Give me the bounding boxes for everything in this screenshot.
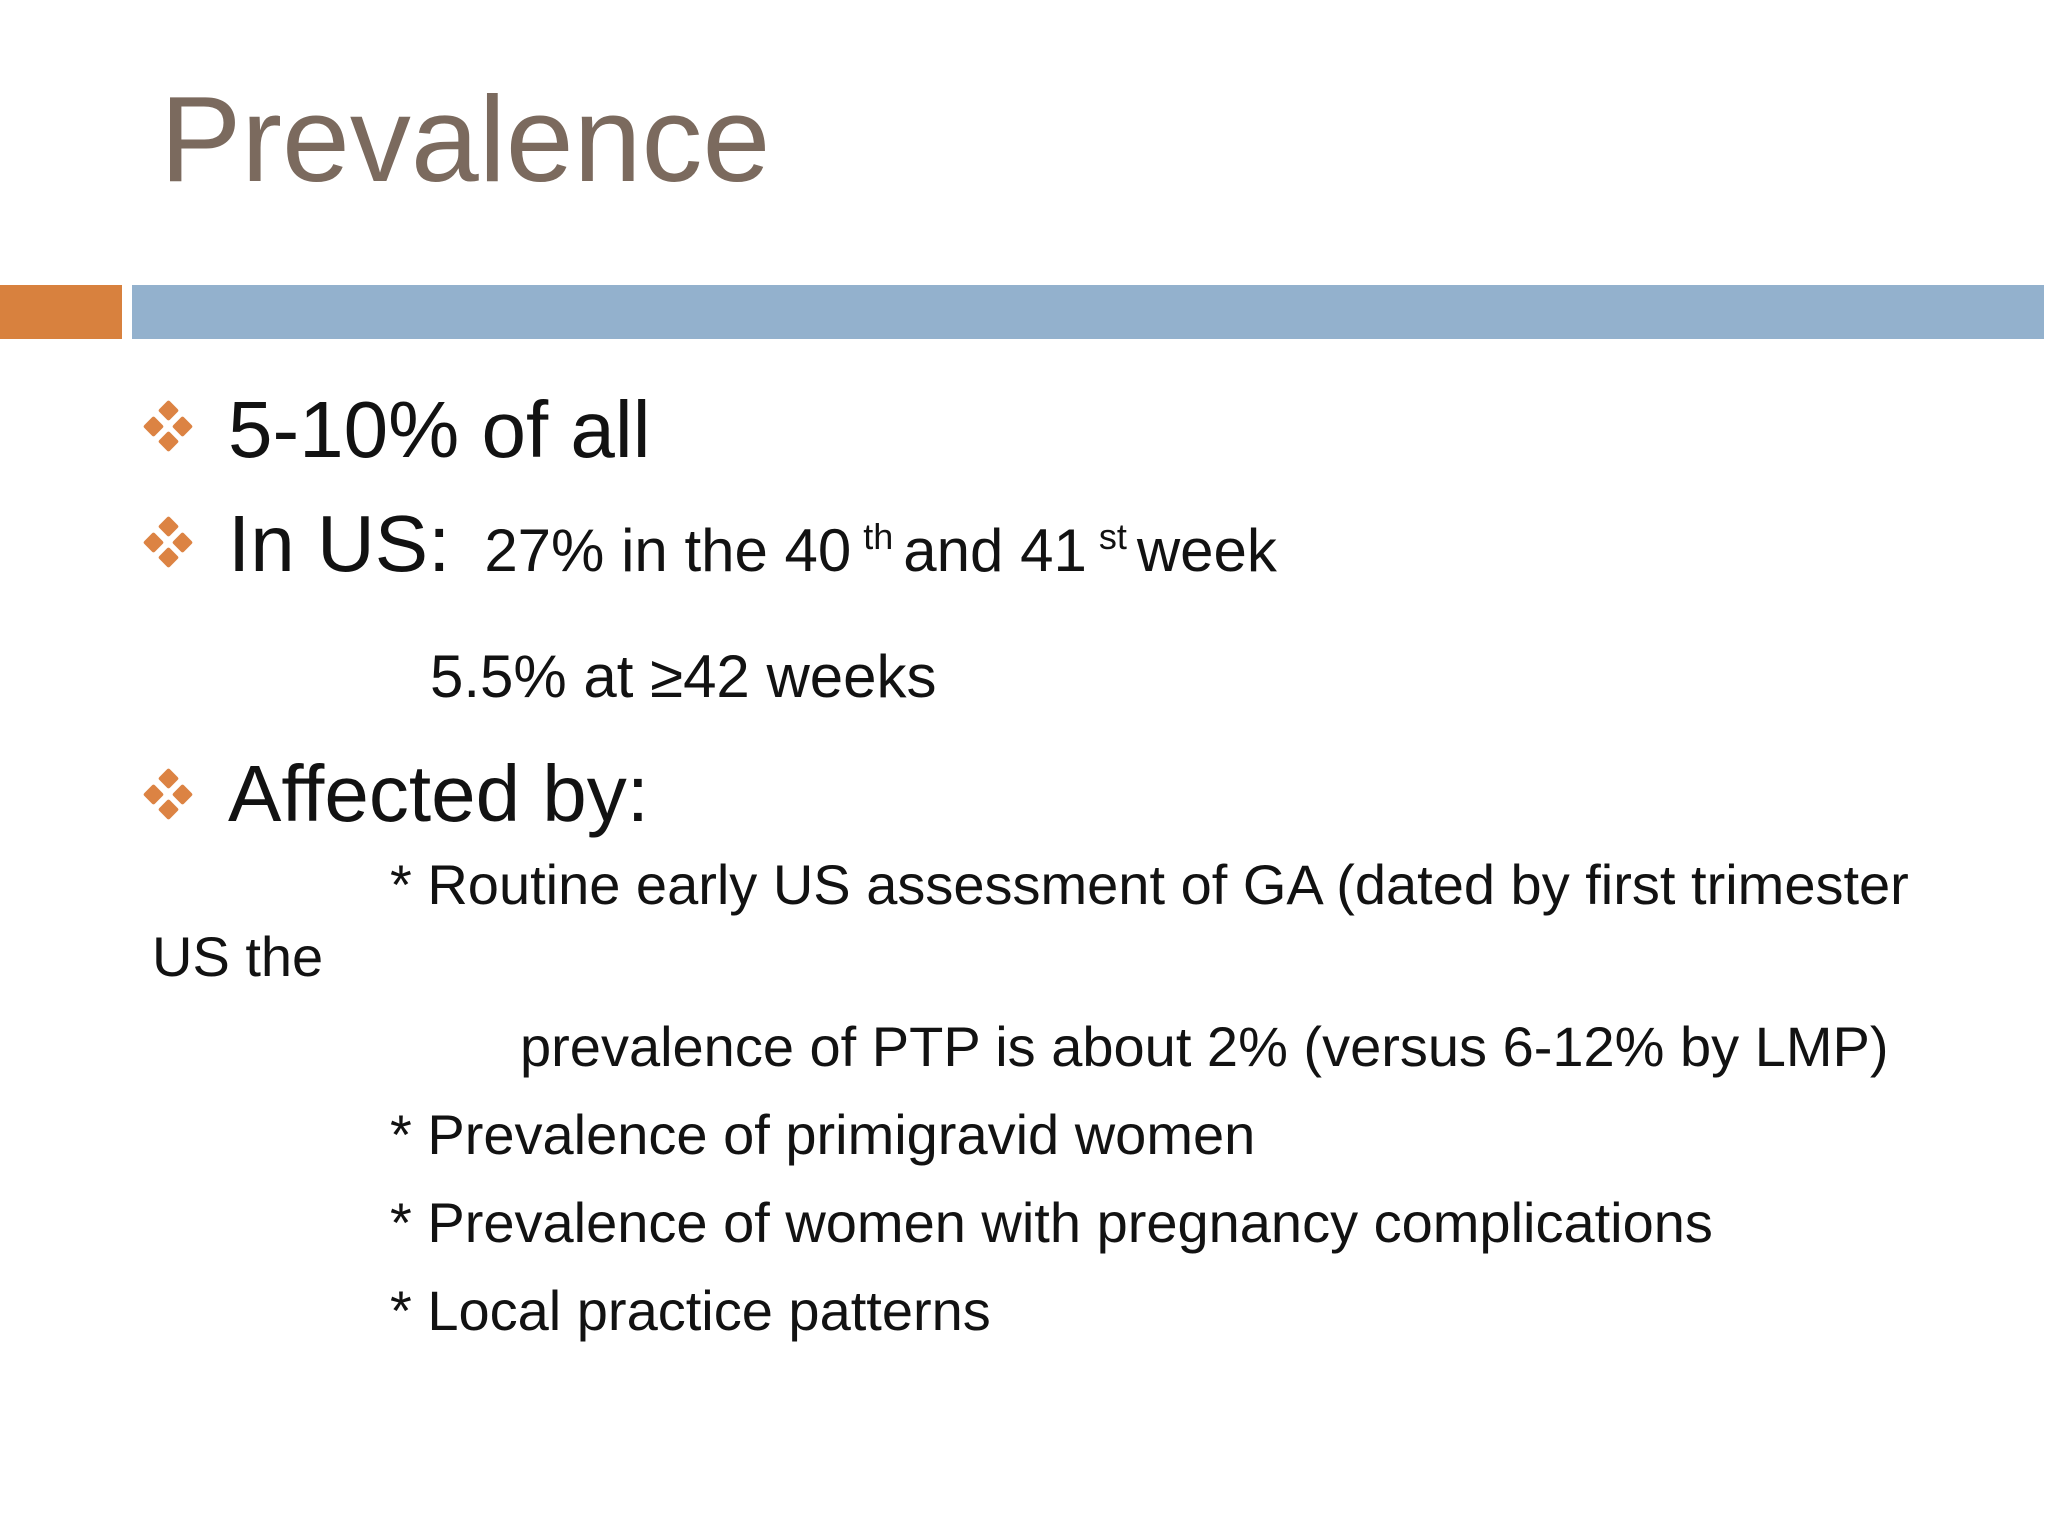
ordinal-th: th [863,516,894,557]
detail-seg3: week [1136,517,1277,584]
diamond-bullet-icon [142,767,194,821]
bullet-item-in-us: In US: 27% in the 40 th and 41 st week [228,502,1277,586]
subline-local-practice: * Local practice patterns [390,1279,991,1342]
detail-seg2: and 41 [903,517,1087,584]
bullet-item-prevalence-rate: 5-10% of all [228,385,651,474]
diamond-bullet-icon [142,399,194,453]
subline-us-the: US the [152,925,324,988]
subline-pregnancy-complications: * Prevalence of women with pregnancy com… [390,1191,1713,1254]
bullet-item-affected-by: Affected by: [228,749,650,838]
line-42-weeks: 5.5% at ≥42 weeks [430,643,937,710]
in-us-label: In US: [228,499,451,588]
subline-routine-us-assessment: * Routine early US assessment of GA (dat… [390,853,1909,916]
subline-ptp-prevalence: prevalence of PTP is about 2% (versus 6-… [520,1015,1889,1078]
in-us-detail: 27% in the 40 th and 41 st week [484,516,1277,584]
slide-title: Prevalence [160,71,771,207]
accent-bar-orange [0,285,122,339]
diamond-bullet-icon [142,515,194,569]
accent-bar-blue [132,285,2044,339]
subline-primigravid: * Prevalence of primigravid women [390,1103,1256,1166]
ordinal-st: st [1098,516,1127,557]
detail-seg1: 27% in the 40 [484,517,852,584]
